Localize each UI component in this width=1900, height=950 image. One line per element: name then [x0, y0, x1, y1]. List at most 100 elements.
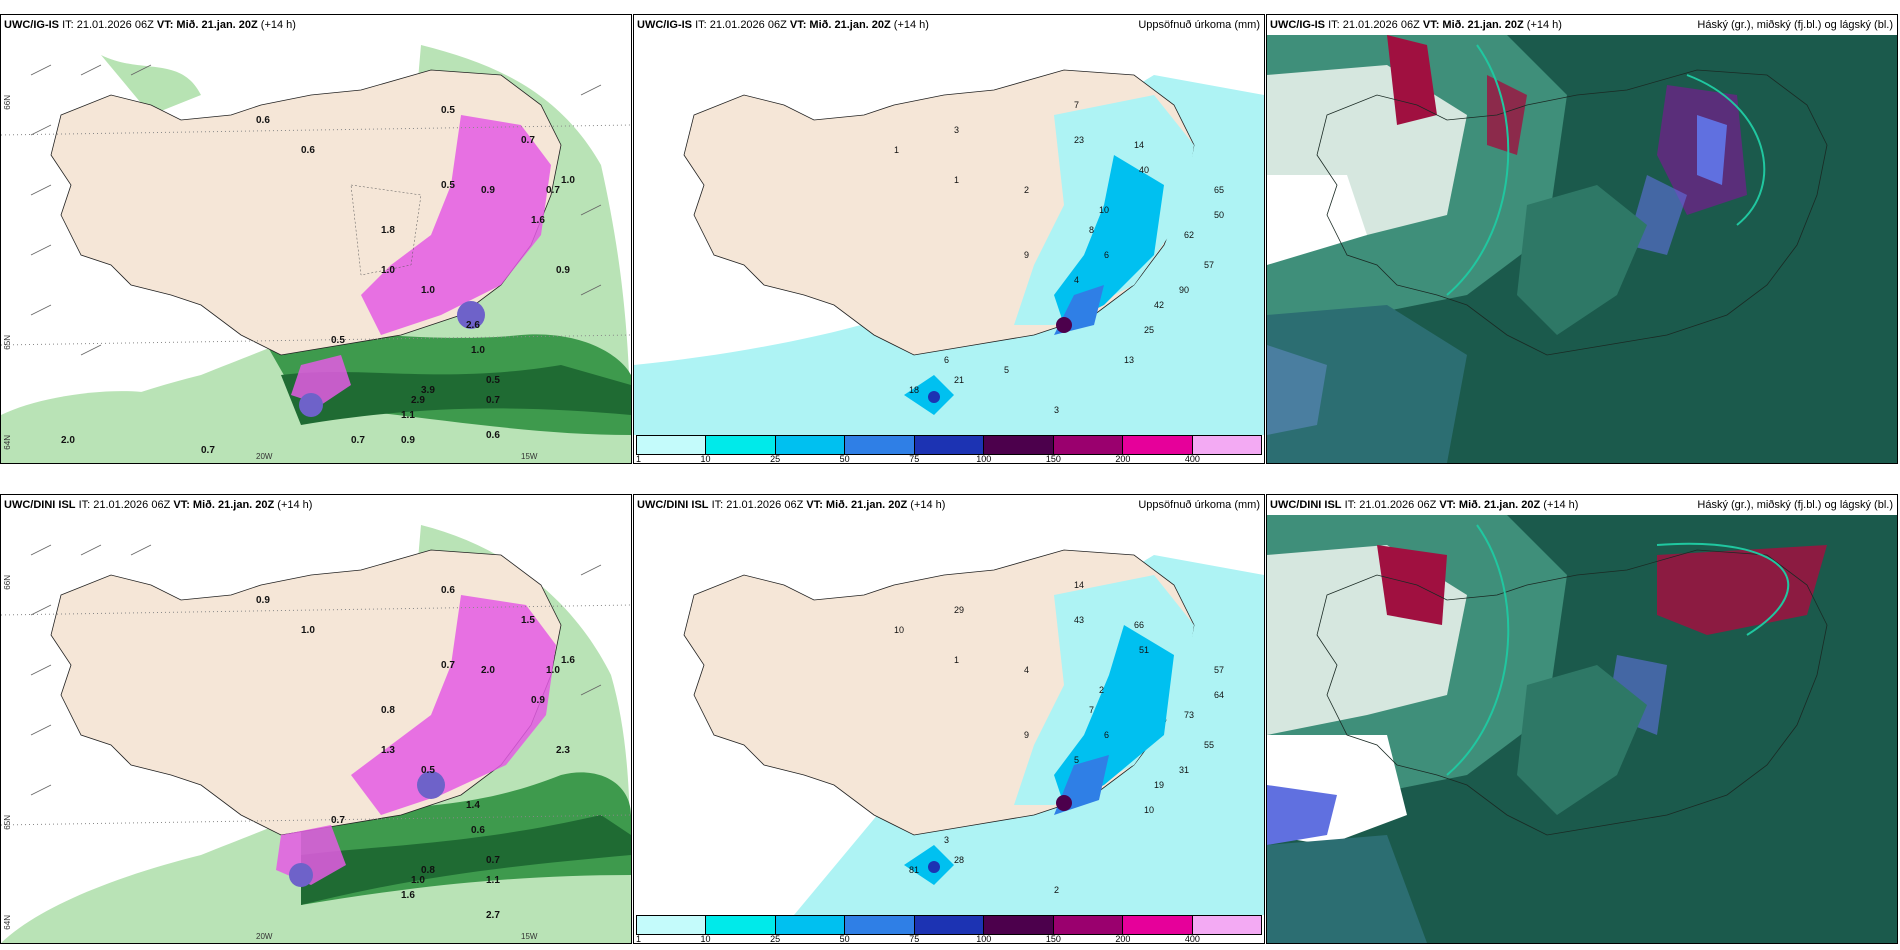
precip-value-label: 81 [909, 865, 920, 875]
valid-time: Mið. 21.jan. 20Z [192, 499, 275, 511]
valid-time: Mið. 21.jan. 20Z [825, 499, 908, 511]
lat-label: 66N [3, 95, 12, 110]
wind-map[interactable]: 66N 65N 64N 20W 15W 0.9 0.6 1.0 1.5 0.7 1.6 2.… [1, 515, 631, 943]
colorbar: 1 10 25 50 75 100 150 200 400 [634, 915, 1264, 943]
wind-value-label: 0.5 [421, 765, 435, 776]
wind-value-label: 2.3 [556, 745, 570, 756]
wind-map[interactable]: 66N 65N 64N 20W 15W 0.6 0.5 0.6 0.7 0.5 1.0 0.… [1, 35, 631, 463]
wind-map-svg [1, 35, 631, 463]
colorbar-label: 25 [770, 934, 781, 944]
wind-value-label: 1.0 [301, 625, 315, 636]
colorbar-label: 1 [636, 934, 642, 944]
cloud-title: Háský (gr.), miðský (fj.bl.) og lágský (… [1697, 499, 1893, 511]
cloud-map[interactable] [1267, 515, 1897, 943]
wind-value-label: 0.7 [201, 445, 215, 456]
precip-value-label: 66 [1134, 620, 1145, 630]
wind-value-label: 1.1 [486, 875, 500, 886]
lead-time: (+14 h) [1543, 499, 1579, 511]
precip-value-label: 40 [1139, 165, 1150, 175]
wind-value-label: 1.0 [561, 175, 575, 186]
lead-time: (+14 h) [1526, 19, 1562, 31]
precip-title: Uppsöfnuð úrkoma (mm) [1138, 499, 1260, 511]
wind-value-label: 1.1 [401, 410, 415, 421]
wind-value-label: 0.7 [546, 185, 560, 196]
wind-value-label: 0.7 [331, 815, 345, 826]
colorbar-label: 150 [1045, 454, 1061, 464]
wind-value-label: 1.6 [401, 890, 415, 901]
precip-value-label: 51 [1139, 645, 1150, 655]
wind-value-label: 0.8 [381, 705, 395, 716]
wind-value-label: 2.6 [466, 320, 480, 331]
precip-map-svg [634, 35, 1264, 435]
colorbar-label: 10 [700, 454, 711, 464]
panel-header: UWC/IG-IS IT: 21.01.2026 06Z VT: Mið. 21… [1267, 15, 1897, 35]
panel-header: UWC/DINI ISL IT: 21.01.2026 06Z VT: Mið.… [1267, 495, 1897, 515]
precip-panel-row1: UWC/IG-IS IT: 21.01.2026 06Z VT: Mið. 21… [633, 14, 1265, 464]
precip-value-label: 64 [1214, 690, 1225, 700]
wind-value-label: 0.6 [441, 585, 455, 596]
wind-value-label: 1.0 [546, 665, 560, 676]
wind-value-label: 0.7 [486, 395, 500, 406]
precip-value-label: 55 [1204, 740, 1215, 750]
wind-panel-row1: UWC/IG-IS IT: 21.01.2026 06Z VT: Mið. 21… [0, 14, 632, 464]
precip-value-label: 57 [1204, 260, 1215, 270]
panel-header: UWC/DINI ISL IT: 21.01.2026 06Z VT: Mið.… [1, 495, 631, 515]
colorbar-swatch [775, 436, 846, 454]
precip-value-label: 31 [1179, 765, 1190, 775]
wind-value-label: 1.4 [466, 800, 480, 811]
colorbar-swatch [1123, 916, 1193, 934]
wind-value-label: 0.9 [556, 265, 570, 276]
wind-value-label: 0.7 [486, 855, 500, 866]
colorbar-label: 10 [700, 934, 711, 944]
wind-value-label: 0.6 [256, 115, 270, 126]
precip-map[interactable]: 10 29 14 43 66 51 57 64 73 55 31 19 10 2 7 6 5 9 4 1 28 3 81 2 [634, 515, 1264, 915]
lat-label: 64N [3, 435, 12, 450]
valid-time-label: VT: [156, 19, 174, 31]
colorbar-swatch [706, 436, 776, 454]
precip-value-label: 42 [1154, 300, 1165, 310]
wind-value-label: 0.7 [521, 135, 535, 146]
precip-value-label: 6 [1104, 250, 1110, 260]
precip-value-label: 62 [1184, 230, 1195, 240]
wind-value-label: 3.9 [421, 385, 435, 396]
precip-value-label: 29 [954, 605, 965, 615]
wind-panel-row2: UWC/DINI ISL IT: 21.01.2026 06Z VT: Mið.… [0, 494, 632, 944]
colorbar-swatch [914, 436, 985, 454]
issue-time: IT: 21.01.2026 06Z [711, 499, 804, 511]
wind-map-svg [1, 515, 631, 943]
wind-value-label: 0.9 [256, 595, 270, 606]
valid-time-label: VT: [1439, 499, 1456, 511]
precip-value-label: 5 [1004, 365, 1010, 375]
colorbar-label: 100 [976, 454, 992, 464]
wind-value-label: 0.6 [486, 430, 500, 441]
colorbar-swatch [845, 916, 915, 934]
iceland-outline [1316, 69, 1828, 356]
cloud-map-svg [1267, 515, 1897, 943]
precip-value-label: 10 [1099, 205, 1110, 215]
panel-header: UWC/IG-IS IT: 21.01.2026 06Z VT: Mið. 21… [1, 15, 631, 35]
colorbar-label: 75 [909, 454, 920, 464]
colorbar-swatches [636, 915, 1262, 935]
precip-value-label: 13 [1124, 355, 1135, 365]
precip-value-label: 10 [894, 625, 905, 635]
colorbar-labels: 1 10 25 50 75 100 150 200 400 [636, 454, 1262, 464]
lon-label: 20W [256, 932, 273, 941]
cloud-map[interactable] [1267, 35, 1897, 463]
iceland-outline [1316, 549, 1828, 836]
wind-value-label: 0.5 [486, 375, 500, 386]
precip-value-label: 1 [894, 145, 900, 155]
wind-value-label: 1.6 [531, 215, 545, 226]
precip-value-label: 10 [1144, 805, 1155, 815]
lead-time: (+14 h) [910, 499, 946, 511]
precip-value-label: 21 [954, 375, 965, 385]
precip-value-label: 2 [1054, 885, 1060, 895]
precip-value-label: 23 [1074, 135, 1085, 145]
colorbar-label: 1 [636, 454, 642, 464]
wind-value-label: 2.0 [481, 665, 495, 676]
model-name: UWC/DINI ISL [637, 499, 709, 511]
precip-value-label: 90 [1179, 285, 1190, 295]
wind-value-label: 0.5 [441, 105, 455, 116]
wind-value-label: 1.8 [381, 225, 395, 236]
precip-map[interactable]: 1 3 7 23 14 40 65 50 62 57 90 42 25 10 8 6 4 9 2 1 21 6 18 3 5 13 [634, 35, 1264, 435]
colorbar-label: 50 [839, 934, 850, 944]
